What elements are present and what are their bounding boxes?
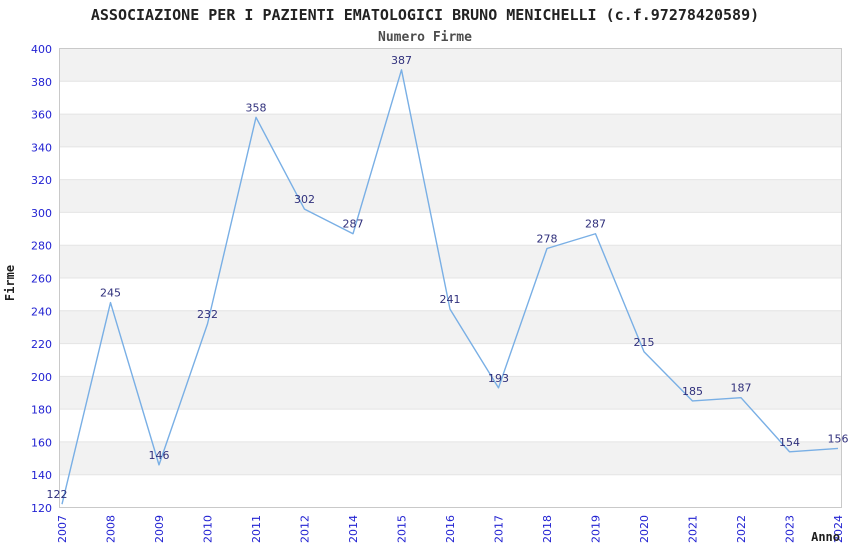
x-tick-label: 2010 [202, 515, 215, 543]
data-point-label: 287 [343, 218, 364, 231]
series-line [61, 69, 839, 505]
y-tick-label: 180 [31, 404, 52, 417]
x-tick-label: 2016 [444, 515, 457, 543]
y-tick-label: 260 [31, 273, 52, 286]
y-tick-label: 200 [31, 371, 52, 384]
grid-band [59, 310, 842, 344]
data-point-label: 302 [294, 193, 315, 206]
data-point-label: 215 [634, 336, 655, 349]
data-point-label: 358 [246, 101, 267, 114]
x-tick-label: 2018 [541, 515, 554, 543]
x-tick-label: 2007 [56, 515, 69, 543]
y-tick-label: 160 [31, 436, 52, 449]
x-tick-label: 2009 [153, 515, 166, 543]
y-tick-label: 140 [31, 469, 52, 482]
data-point-label: 387 [391, 54, 412, 67]
chart-subtitle: Numero Firme [378, 30, 472, 45]
grid-band [59, 441, 842, 475]
x-tick-label: 2022 [735, 515, 748, 543]
chart-title: ASSOCIAZIONE PER I PAZIENTI EMATOLOGICI … [91, 6, 759, 24]
x-tick-label: 2021 [687, 515, 700, 543]
x-tick-label: 2011 [250, 515, 263, 543]
y-tick-label: 400 [31, 43, 52, 56]
data-point-label: 245 [100, 287, 121, 300]
x-tick-label: 2020 [638, 515, 651, 543]
x-tick-label: 2012 [299, 515, 312, 543]
data-point-label: 185 [682, 385, 703, 398]
grid-band [59, 179, 842, 213]
data-point-label: 154 [779, 436, 800, 449]
plot-area: 120 140 160 180 200 220 240 260 280 300 320 340 360 3… [31, 43, 849, 543]
x-tick-label: 2015 [396, 515, 409, 543]
plot-border [59, 48, 842, 508]
data-point-label: 241 [440, 293, 461, 306]
y-tick-label: 380 [31, 76, 52, 89]
data-point-label: 146 [149, 449, 170, 462]
grid-band [59, 114, 842, 147]
data-point-label: 187 [731, 382, 752, 395]
x-tick-label: 2024 [832, 515, 845, 543]
y-tick-label: 320 [31, 174, 52, 187]
grid-band [59, 245, 842, 278]
x-axis-title: Anno [811, 530, 840, 544]
y-tick-label: 120 [31, 502, 52, 515]
data-point-label: 122 [47, 488, 68, 501]
y-tick-label: 340 [31, 141, 52, 154]
y-tick-label: 300 [31, 207, 52, 220]
grid-band [59, 376, 842, 410]
grid-band [59, 48, 842, 82]
x-tick-label: 2008 [105, 515, 118, 543]
x-tick-label: 2014 [347, 515, 360, 543]
data-point-label: 278 [537, 232, 558, 245]
y-tick-label: 280 [31, 240, 52, 253]
y-tick-label: 240 [31, 305, 52, 318]
data-point-label: 156 [828, 432, 849, 445]
data-point-label: 287 [585, 218, 606, 231]
x-tick-label: 2017 [493, 515, 506, 543]
data-point-label: 193 [488, 372, 509, 385]
y-axis-title: Firme [3, 265, 17, 301]
data-point-label: 232 [197, 308, 218, 321]
x-tick-label: 2023 [784, 515, 797, 543]
x-tick-label: 2019 [590, 515, 603, 543]
y-tick-label: 360 [31, 109, 52, 122]
y-tick-label: 220 [31, 338, 52, 351]
